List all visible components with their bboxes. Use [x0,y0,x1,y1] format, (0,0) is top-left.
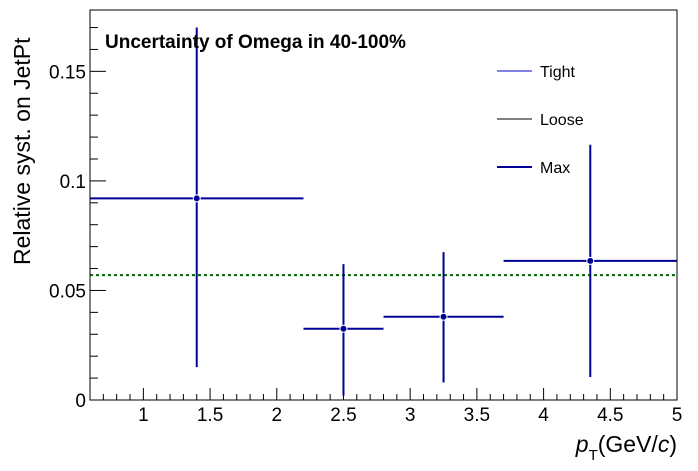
x-tick-label: 1.5 [197,405,223,426]
data-point-group [503,144,677,377]
x-axis-label-post: ) [669,431,677,457]
y-tick-label: 0.15 [49,62,86,83]
legend: Tight Loose Max [497,64,584,177]
plot-area [90,27,677,396]
y-tick-label: 0.05 [49,281,86,302]
data-point-marker [439,312,448,321]
data-point-group [383,252,504,383]
data-point-group [303,264,384,396]
x-axis-label-p: p [575,431,589,457]
x-tick-label: 4.5 [597,405,623,426]
x-tick-label: 3 [405,405,416,426]
legend-label: Tight [540,64,576,81]
x-tick-label: 2.5 [330,405,356,426]
y-axis-label: Relative syst. on JetPt [9,37,35,265]
legend-label: Max [540,160,570,177]
x-axis-label-c: c [658,431,670,457]
x-axis-label-pre: (GeV/ [598,431,659,457]
x-axis-label-sub: T [589,447,598,464]
data-point-marker [586,256,595,265]
legend-label: Loose [540,112,584,129]
data-point-marker [192,194,201,203]
x-tick-label: 4 [538,405,549,426]
y-tick-label: 0 [75,391,86,412]
x-tick-label: 5 [672,405,683,426]
plot-frame [89,9,678,401]
y-tick-label: 0.1 [60,172,86,193]
x-axis-label: pT(GeV/c) [575,431,677,464]
data-point-marker [339,324,348,333]
axis-ticks: 1 1.5 2 2.5 3 3.5 4 4.5 5 0 0.05 0.1 0.15 [49,27,683,426]
x-tick-label: 1 [138,405,149,426]
chart-title: Uncertainty of Omega in 40-100% [105,32,406,53]
x-tick-label: 2 [271,405,282,426]
x-tick-label: 3.5 [464,405,490,426]
data-point-group [90,27,304,368]
